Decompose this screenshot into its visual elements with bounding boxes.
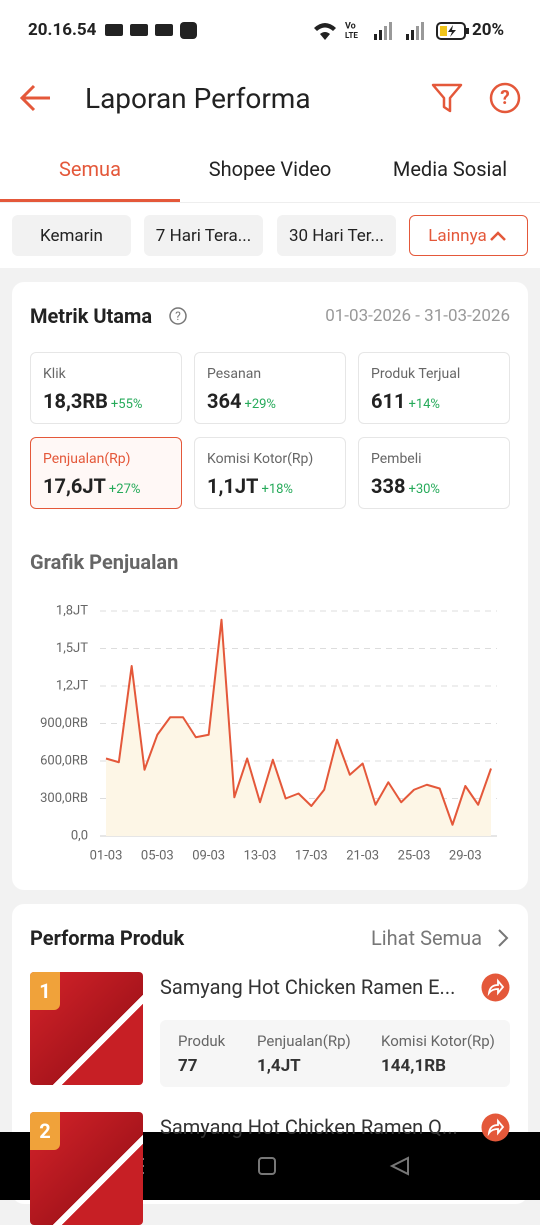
y-tick-label: 1,2JT	[56, 678, 88, 693]
filter-label: Lainnya	[428, 225, 487, 246]
stat-label: Komisi Kotor(Rp)	[381, 1032, 495, 1050]
info-icon[interactable]: ?	[168, 306, 188, 326]
svg-text:LTE: LTE	[345, 31, 358, 40]
filter-chip[interactable]: Lainnya	[409, 215, 528, 256]
products-title: Performa Produk	[30, 926, 185, 950]
x-tick-label: 09-03	[192, 848, 225, 863]
x-tick-label: 13-03	[244, 848, 277, 863]
sales-chart: 0,0 300,0RB 600,0RB 900,0RB 1,2JT 1,5JT 1,8JT 0…	[40, 603, 497, 863]
product-stats: Produk 77 Penjualan(Rp) 1,4JT Komisi Kotor(R…	[160, 1020, 510, 1087]
metric-number: 1,1JT	[207, 474, 259, 498]
metric-card[interactable]: Pesanan 364 +29%	[194, 352, 346, 424]
filter-button[interactable]	[430, 82, 464, 114]
page-title: Laporan Performa	[85, 82, 311, 115]
stat-label: Penjualan(Rp)	[257, 1032, 351, 1050]
metric-label: Komisi Kotor(Rp)	[207, 451, 314, 467]
filter-label: 30 Hari Ter...	[288, 225, 384, 246]
chevron-up	[489, 230, 506, 241]
help-button[interactable]: ?	[489, 82, 523, 116]
metric-change: +30%	[408, 482, 440, 497]
filter-label: Kemarin	[40, 225, 103, 246]
y-tick-label: 1,5JT	[56, 641, 88, 656]
tab[interactable]: Media Sosial	[392, 157, 508, 181]
back-button[interactable]	[18, 82, 54, 114]
metric-value: 338 +30%	[371, 474, 440, 498]
y-tick-label: 900,0RB	[40, 716, 88, 731]
svg-text:Vo: Vo	[345, 21, 356, 31]
chevron	[498, 929, 509, 947]
filter-chip[interactable]: Kemarin	[12, 215, 131, 256]
tab[interactable]: Shopee Video	[208, 157, 332, 181]
stat-value: 1,4JT	[257, 1056, 301, 1076]
line	[105, 618, 492, 826]
metric-card[interactable]: Pembeli 338 +30%	[358, 437, 510, 509]
metric-number: 364	[207, 389, 242, 413]
x-tick-label: 25-03	[398, 848, 431, 863]
x-tick-label: 21-03	[346, 848, 379, 863]
svg-text:?: ?	[175, 309, 181, 323]
rank-badge: 1	[30, 972, 60, 1010]
metrics-title: Metrik Utama	[30, 304, 153, 328]
product-name[interactable]: Samyang Hot Chicken Ramen E...	[160, 975, 456, 999]
battery-icon	[436, 22, 469, 40]
metric-change: +29%	[244, 397, 276, 412]
svg-text:?: ?	[500, 86, 509, 109]
share-button[interactable]	[481, 973, 510, 1002]
metric-label: Penjualan(Rp)	[43, 451, 131, 467]
battery-level: 20%	[472, 20, 505, 40]
status-time: 20.16.54	[28, 20, 97, 40]
metric-value: 1,1JT +18%	[207, 474, 293, 498]
metric-label: Klik	[43, 366, 66, 382]
tab[interactable]: Semua	[59, 157, 121, 181]
date-range: 01-03-2026 - 31-03-2026	[325, 306, 510, 326]
y-tick-label: 0,0	[71, 828, 88, 843]
rank-badge: 2	[30, 1112, 60, 1150]
filter-chip[interactable]: 30 Hari Ter...	[277, 215, 396, 256]
stat-value: 144,1RB	[381, 1056, 446, 1076]
filter-chip[interactable]: 7 Hari Tera...	[144, 215, 263, 256]
x-tick-label: 29-03	[449, 848, 482, 863]
metric-value: 17,6JT +27%	[43, 474, 140, 498]
metric-change: +27%	[108, 482, 141, 497]
product-name[interactable]: Samyang Hot Chicken Ramen Q...	[160, 1115, 458, 1139]
metric-value: 611 +14%	[371, 389, 440, 413]
product-image[interactable]: 1	[30, 972, 143, 1085]
x-tick-label: 01-03	[90, 848, 123, 863]
metric-value: 18,3RB +55%	[43, 389, 142, 413]
x-tick-label: 17-03	[295, 848, 328, 863]
divider	[0, 202, 540, 203]
metric-number: 18,3RB	[43, 389, 108, 413]
tab-indicator	[0, 199, 180, 202]
metric-card[interactable]: Klik 18,3RB +55%	[30, 352, 182, 424]
metric-number: 338	[371, 474, 406, 498]
stat-label: Produk	[178, 1032, 226, 1050]
metric-change: +14%	[408, 397, 440, 412]
metric-card[interactable]: Penjualan(Rp) 17,6JT +27%	[30, 437, 182, 509]
y-tick-label: 600,0RB	[40, 753, 88, 768]
metric-label: Produk Terjual	[371, 366, 461, 382]
y-tick-label: 1,8JT	[56, 603, 88, 618]
metric-number: 17,6JT	[43, 474, 106, 498]
metric-change: +55%	[110, 397, 143, 412]
metric-number: 611	[371, 389, 406, 413]
filter-label: 7 Hari Tera...	[155, 225, 252, 246]
chart-title: Grafik Penjualan	[30, 550, 179, 574]
metric-value: 364 +29%	[207, 389, 276, 413]
product-image[interactable]: 2	[30, 1112, 143, 1225]
metric-label: Pesanan	[207, 366, 262, 382]
x-tick-label: 05-03	[141, 848, 174, 863]
y-tick-label: 300,0RB	[40, 791, 88, 806]
metric-card[interactable]: Komisi Kotor(Rp) 1,1JT +18%	[194, 437, 346, 509]
stat-value: 77	[178, 1056, 198, 1076]
metric-label: Pembeli	[371, 451, 422, 467]
metric-change: +18%	[261, 482, 293, 497]
area	[106, 619, 491, 836]
status-icons	[105, 22, 197, 39]
metric-card[interactable]: Produk Terjual 611 +14%	[358, 352, 510, 424]
share-button[interactable]	[481, 1113, 510, 1142]
see-all-link[interactable]: Lihat Semua	[371, 926, 482, 950]
